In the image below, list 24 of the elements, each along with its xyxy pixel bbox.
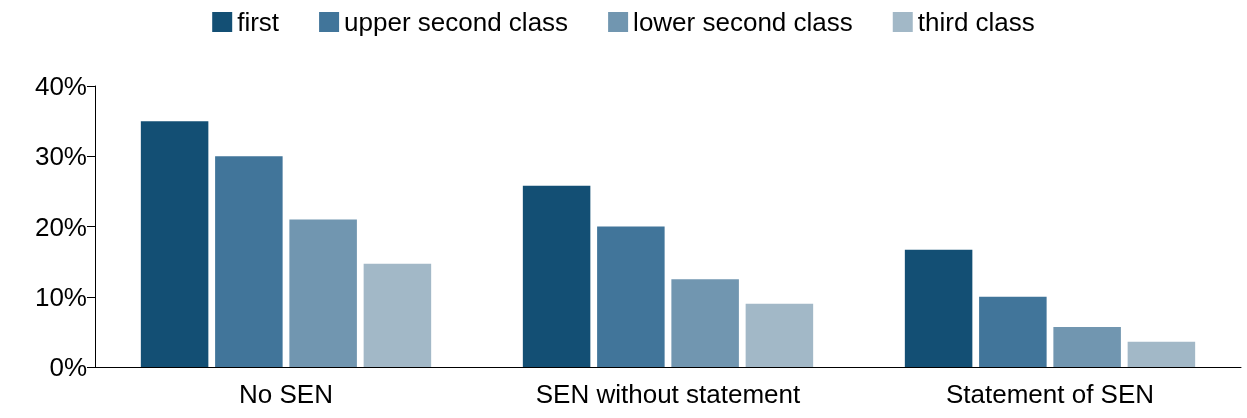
- legend-label: upper second class: [344, 7, 569, 37]
- bar: [904, 249, 973, 367]
- bar: [215, 156, 283, 367]
- bar: [671, 279, 739, 367]
- bar: [979, 296, 1047, 367]
- legend-label: first: [237, 7, 280, 37]
- bar: [1053, 326, 1121, 367]
- bar: [745, 303, 814, 367]
- y-tick-label: 20%: [34, 211, 87, 242]
- y-tick-label: 0%: [49, 352, 87, 382]
- y-tick-label: 40%: [34, 71, 87, 101]
- bar: [1127, 341, 1196, 367]
- x-tick-label: SEN without statement: [535, 379, 801, 409]
- bar: [363, 263, 432, 367]
- y-tick-label: 10%: [34, 281, 87, 312]
- x-tick-label: Statement of SEN: [945, 379, 1155, 409]
- bar: [289, 219, 357, 367]
- bar: [140, 121, 209, 367]
- legend-label: lower second class: [633, 7, 853, 37]
- x-tick-label: No SEN: [239, 379, 333, 409]
- bar: [597, 226, 665, 367]
- bar: [522, 185, 591, 367]
- y-tick-label: 30%: [34, 141, 87, 172]
- legend-label: third class: [917, 7, 1035, 37]
